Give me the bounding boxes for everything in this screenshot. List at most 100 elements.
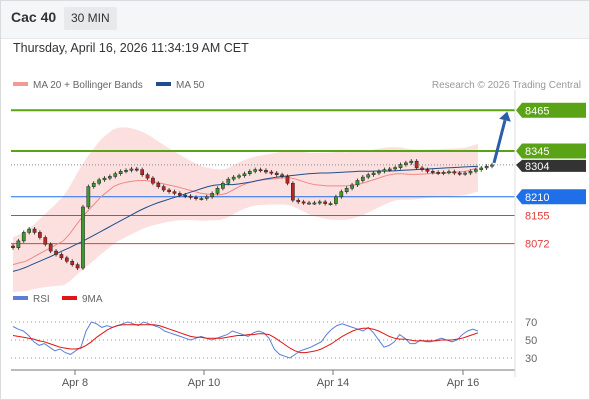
candle-body [274,172,279,175]
level-label-8465: 8465 [525,105,549,117]
candle-body [81,206,85,269]
level-tag-8210 [516,189,586,205]
candle-body [231,176,236,180]
candles [11,159,494,271]
datetime-label: Thursday, April 16, 2026 11:34:19 AM CET [13,41,249,55]
candle-body [404,162,408,165]
candle-body [237,175,241,178]
candle-body [156,182,161,187]
candle-body [48,244,53,252]
legend-label-rsi: RSI [33,294,50,305]
candle-body [43,237,48,245]
candle-body [452,171,457,174]
candle-body [371,172,376,175]
candle-body [296,199,301,203]
symbol-label: Cac 40 [11,9,57,25]
candle-body [436,172,441,174]
candle-body [247,171,252,174]
level-label-8155: 8155 [525,210,549,222]
candle-body [468,171,473,174]
candle-body [75,264,80,269]
rsi-tick-label-30: 30 [525,353,537,365]
candle-body [54,250,58,255]
candle-body [172,191,177,194]
candle-body [479,167,484,170]
legend-ma50: MA 50 [156,80,204,91]
candle-body [27,228,31,233]
bollinger-band [13,127,478,293]
candle-body [199,198,204,200]
x-tick-label: Apr 8 [62,377,88,389]
level-tag-8465 [516,102,586,118]
candle-body [118,171,123,174]
candle-body [134,168,139,171]
candle-body [463,172,467,175]
candle-body [102,177,107,181]
level-tag-8304 [516,159,586,172]
candle-body [398,164,403,168]
candle-body [474,169,478,172]
candle-body [350,184,354,189]
credit-label: Research © 2026 Trading Central [431,80,581,91]
legend-label-ma20: MA 20 + Bollinger Bands [33,80,143,91]
candle-body [253,169,258,172]
candle-body [91,182,96,187]
candle-body [269,171,274,174]
candle-body [32,228,37,233]
header-bar: Cac 40 30 MIN [0,0,590,39]
candle-body [344,188,349,192]
candle-body [145,174,150,179]
forecast-arrow-head [499,111,511,122]
candle-body [307,202,311,205]
candle-body [484,166,489,169]
candle-body [70,261,75,265]
candle-body [183,194,188,197]
candle-body [64,257,69,262]
candle-body [490,164,494,167]
level-label-8345: 8345 [525,146,549,158]
candle-body [360,176,365,181]
legend-swatch-ma50 [156,82,171,87]
forecast-arrow-line [492,119,507,164]
candle-body [113,173,118,177]
candle-body [377,171,381,174]
candle-body [312,202,317,205]
candle-body [323,201,328,204]
candle-body [204,196,209,199]
candle-body [124,170,128,172]
timeframe-button[interactable]: 30 MIN [64,7,117,30]
x-tick-label: Apr 14 [317,377,349,389]
ma20-line [12,167,479,266]
candle-body [129,168,134,171]
candle-body [317,201,322,204]
candle-body [441,172,446,174]
candle-body [210,193,214,198]
ma50-line [12,165,479,272]
candle-body [151,177,155,184]
candle-body [409,160,414,164]
legend-ma20-bollinger: MA 20 + Bollinger Bands [13,80,143,91]
legend-swatch-rsi [13,296,28,301]
candle-body [188,195,193,198]
candle-body [221,182,225,189]
candle-body [86,186,91,208]
candle-body [258,169,263,172]
candle-body [430,171,435,173]
candle-body [366,174,371,178]
candle-body [447,171,451,174]
candle-body [355,180,360,186]
rsi-ma9-line [12,324,479,354]
candle-body [161,186,166,191]
candle-body [59,254,64,259]
rsi-tick-label-50: 50 [525,335,537,347]
candle-body [226,178,231,184]
candle-body [285,176,290,184]
legend-swatch-ma9 [62,296,77,301]
level-label-8072: 8072 [525,239,549,251]
candle-body [382,169,387,172]
candle-body [264,170,268,173]
candle-body [393,167,397,170]
candle-body [334,196,338,204]
legend-label-ma9: 9MA [82,294,103,305]
